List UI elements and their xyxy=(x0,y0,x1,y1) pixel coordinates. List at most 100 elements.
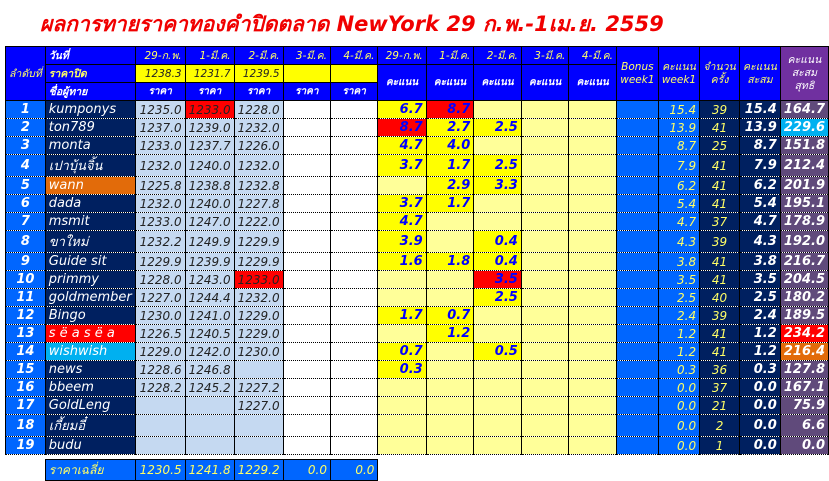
price-header: ราคา xyxy=(134,82,186,101)
score-cell xyxy=(568,100,617,119)
player-name-cell: primmy xyxy=(44,270,136,289)
player-name-cell: ขาใหม่ xyxy=(44,230,136,253)
score-cell xyxy=(568,396,617,415)
player-name-cell: Bingo xyxy=(44,306,136,325)
average-price-cell: 1230.5 xyxy=(134,459,186,481)
price-date-header: 3-มี.ค. xyxy=(282,46,332,65)
price-cell xyxy=(329,414,379,437)
price-date-header: 1-มี.ค. xyxy=(184,46,235,65)
week-score-cell: 0.0 xyxy=(657,378,701,397)
price-cell: 1249.9 xyxy=(184,230,235,253)
count-cell: 41 xyxy=(699,252,740,271)
player-name-cell: เกี้ยมอี๋ xyxy=(44,414,136,437)
score-cell xyxy=(473,324,522,343)
rank-cell: 13 xyxy=(5,324,46,343)
net-total-cell: 164.7 xyxy=(779,100,829,119)
player-name-cell: monta xyxy=(44,136,136,155)
table-row: 7 msmit 1233.0 1247.0 1222.0 4.7 4.7 37 4.7 178.9 xyxy=(5,212,829,231)
cumulative-cell: 0.0 xyxy=(739,414,781,437)
price-cell: 1229.9 xyxy=(134,252,186,271)
score-cell xyxy=(377,396,427,415)
bonus-cell xyxy=(615,100,659,119)
score-cell xyxy=(473,436,522,455)
count-label-header: จำนวนครั้ง xyxy=(699,46,740,101)
player-name-cell: dada xyxy=(44,194,136,213)
price-cell xyxy=(282,270,332,289)
player-name-cell: kumponys xyxy=(44,100,136,119)
average-price-cell: 0.0 xyxy=(329,459,379,481)
price-cell: 1237.0 xyxy=(134,118,186,137)
price-cell: 1239.0 xyxy=(184,118,235,137)
player-name-cell: goldmember xyxy=(44,288,136,307)
net-total-cell: 201.9 xyxy=(779,176,829,195)
week-score-cell: 4.3 xyxy=(657,230,701,253)
score-cell xyxy=(520,176,570,195)
count-cell: 39 xyxy=(699,306,740,325)
score-cell: 2.7 xyxy=(425,118,475,137)
score-cell: 0.7 xyxy=(377,342,427,361)
price-cell: 1229.0 xyxy=(233,306,284,325)
count-cell: 37 xyxy=(699,212,740,231)
price-cell xyxy=(282,230,332,253)
price-cell: 1245.2 xyxy=(184,378,235,397)
week-score-cell: 6.2 xyxy=(657,176,701,195)
week-score-cell: 1.2 xyxy=(657,324,701,343)
week-score-cell: 3.5 xyxy=(657,270,701,289)
score-cell xyxy=(520,306,570,325)
bonus-cell xyxy=(615,176,659,195)
score-cell: 0.7 xyxy=(425,306,475,325)
price-cell: 1242.0 xyxy=(184,342,235,361)
price-cell xyxy=(184,396,235,415)
price-cell xyxy=(282,252,332,271)
score-cell: 8.7 xyxy=(377,118,427,137)
price-cell xyxy=(233,414,284,437)
score-cell xyxy=(568,324,617,343)
price-cell xyxy=(329,154,379,177)
score-cell xyxy=(520,194,570,213)
net-total-cell: 234.2 xyxy=(779,324,829,343)
score-cell xyxy=(520,212,570,231)
price-cell: 1247.0 xyxy=(184,212,235,231)
table-row: 12 Bingo 1230.0 1241.0 1229.0 1.7 0.7 2.4 39 2.4 1… xyxy=(5,306,829,325)
footer-row: ราคาเฉลี่ย 1230.5 1241.8 1229.2 0.0 0.0 xyxy=(6,459,829,481)
price-cell: 1239.9 xyxy=(184,252,235,271)
score-cell xyxy=(568,212,617,231)
count-cell: 25 xyxy=(699,136,740,155)
price-cell xyxy=(282,100,332,119)
net-total-cell: 6.6 xyxy=(779,414,829,437)
score-cell xyxy=(520,100,570,119)
bonus-cell xyxy=(615,342,659,361)
price-cell xyxy=(282,212,332,231)
rank-cell: 6 xyxy=(5,194,46,213)
cumulative-cell: 1.2 xyxy=(739,342,781,361)
player-name-cell: Guide sit xyxy=(44,252,136,271)
price-cell xyxy=(329,342,379,361)
price-cell: 1240.5 xyxy=(184,324,235,343)
score-cell xyxy=(377,414,427,437)
score-date-header: 3-มี.ค. xyxy=(520,46,570,65)
price-cell: 1232.0 xyxy=(134,194,186,213)
price-cell xyxy=(282,414,332,437)
average-price-cell: 1229.2 xyxy=(233,459,284,481)
price-cell: 1230.0 xyxy=(233,342,284,361)
score-cell: 1.6 xyxy=(377,252,427,271)
score-header: คะแนน xyxy=(520,64,570,101)
net-total-cell: 167.1 xyxy=(779,378,829,397)
score-cell xyxy=(568,288,617,307)
score-cell xyxy=(520,436,570,455)
player-name-cell: bbeem xyxy=(44,378,136,397)
score-cell: 3.5 xyxy=(473,270,522,289)
rank-cell: 7 xyxy=(5,212,46,231)
bonus-cell xyxy=(615,194,659,213)
count-cell: 21 xyxy=(699,396,740,415)
score-cell xyxy=(568,270,617,289)
player-name-cell: msmit xyxy=(44,212,136,231)
price-cell: 1228.2 xyxy=(134,378,186,397)
score-header: คะแนน xyxy=(377,64,427,101)
score-date-header: 4-มี.ค. xyxy=(568,46,617,65)
week-score-cell: 0.0 xyxy=(657,396,701,415)
score-cell xyxy=(425,360,475,379)
score-cell: 4.0 xyxy=(425,136,475,155)
score-cell: 0.4 xyxy=(473,230,522,253)
price-cell: 1229.9 xyxy=(233,230,284,253)
